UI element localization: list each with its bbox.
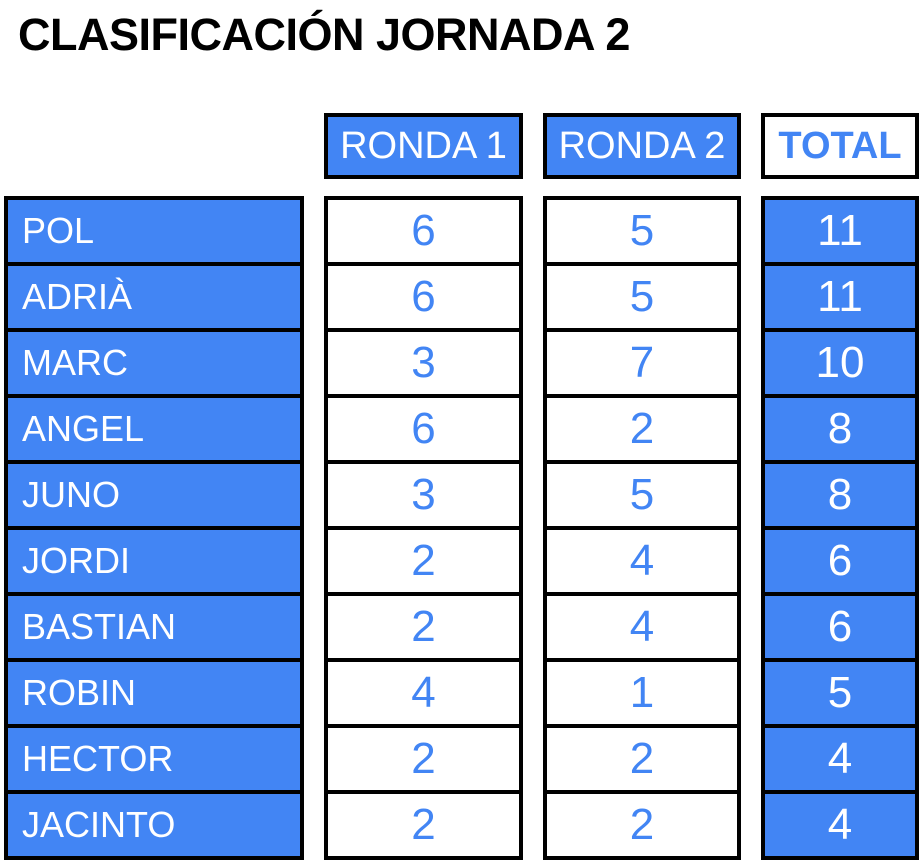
players-column: POL ADRIÀ MARC ANGEL JUNO JORDI BASTIAN … (4, 113, 304, 860)
ronda2-score-cell: 1 (543, 658, 741, 728)
ronda2-score-cell: 5 (543, 460, 741, 530)
player-name-cell: POL (4, 196, 304, 266)
player-name-cell: JACINTO (4, 790, 304, 860)
total-score-cell: 11 (761, 196, 919, 266)
total-score-cell: 6 (761, 592, 919, 662)
ronda2-score-cell: 5 (543, 262, 741, 332)
total-score-cell: 4 (761, 790, 919, 860)
total-column: TOTAL 11 11 10 8 8 6 6 5 4 4 (761, 113, 919, 860)
column-header-total: TOTAL (761, 113, 919, 179)
ronda1-score-cell: 4 (324, 658, 523, 728)
ronda2-score-cell: 5 (543, 196, 741, 266)
total-score-cell: 4 (761, 724, 919, 794)
ronda1-score-cell: 3 (324, 460, 523, 530)
total-score-cell: 5 (761, 658, 919, 728)
ronda2-score-cell: 4 (543, 592, 741, 662)
ronda1-score-cell: 2 (324, 724, 523, 794)
total-score-cell: 8 (761, 460, 919, 530)
player-name-cell: HECTOR (4, 724, 304, 794)
ronda1-score-cell: 2 (324, 526, 523, 596)
ronda1-column: RONDA 1 6 6 3 6 3 2 2 4 2 2 (324, 113, 523, 860)
ronda2-score-cell: 2 (543, 724, 741, 794)
ronda1-score-cell: 2 (324, 592, 523, 662)
header-spacer (4, 113, 304, 196)
ronda1-score-cell: 6 (324, 394, 523, 464)
ronda1-score-cell: 2 (324, 790, 523, 860)
ronda2-score-cell: 4 (543, 526, 741, 596)
player-name-cell: MARC (4, 328, 304, 398)
player-name-cell: ROBIN (4, 658, 304, 728)
column-header-ronda2: RONDA 2 (543, 113, 741, 179)
standings-table: POL ADRIÀ MARC ANGEL JUNO JORDI BASTIAN … (4, 113, 919, 860)
ronda1-score-cell: 6 (324, 262, 523, 332)
player-name-cell: JORDI (4, 526, 304, 596)
ronda2-column: RONDA 2 5 5 7 2 5 4 4 1 2 2 (543, 113, 741, 860)
total-score-cell: 10 (761, 328, 919, 398)
player-name-cell: BASTIAN (4, 592, 304, 662)
player-name-cell: JUNO (4, 460, 304, 530)
ronda2-score-cell: 7 (543, 328, 741, 398)
column-header-ronda1: RONDA 1 (324, 113, 523, 179)
ronda1-score-cell: 6 (324, 196, 523, 266)
total-score-cell: 8 (761, 394, 919, 464)
total-score-cell: 6 (761, 526, 919, 596)
ronda2-score-cell: 2 (543, 790, 741, 860)
ronda2-score-cell: 2 (543, 394, 741, 464)
total-score-cell: 11 (761, 262, 919, 332)
page-title: CLASIFICACIÓN JORNADA 2 (18, 9, 630, 60)
ronda1-score-cell: 3 (324, 328, 523, 398)
player-name-cell: ADRIÀ (4, 262, 304, 332)
player-name-cell: ANGEL (4, 394, 304, 464)
